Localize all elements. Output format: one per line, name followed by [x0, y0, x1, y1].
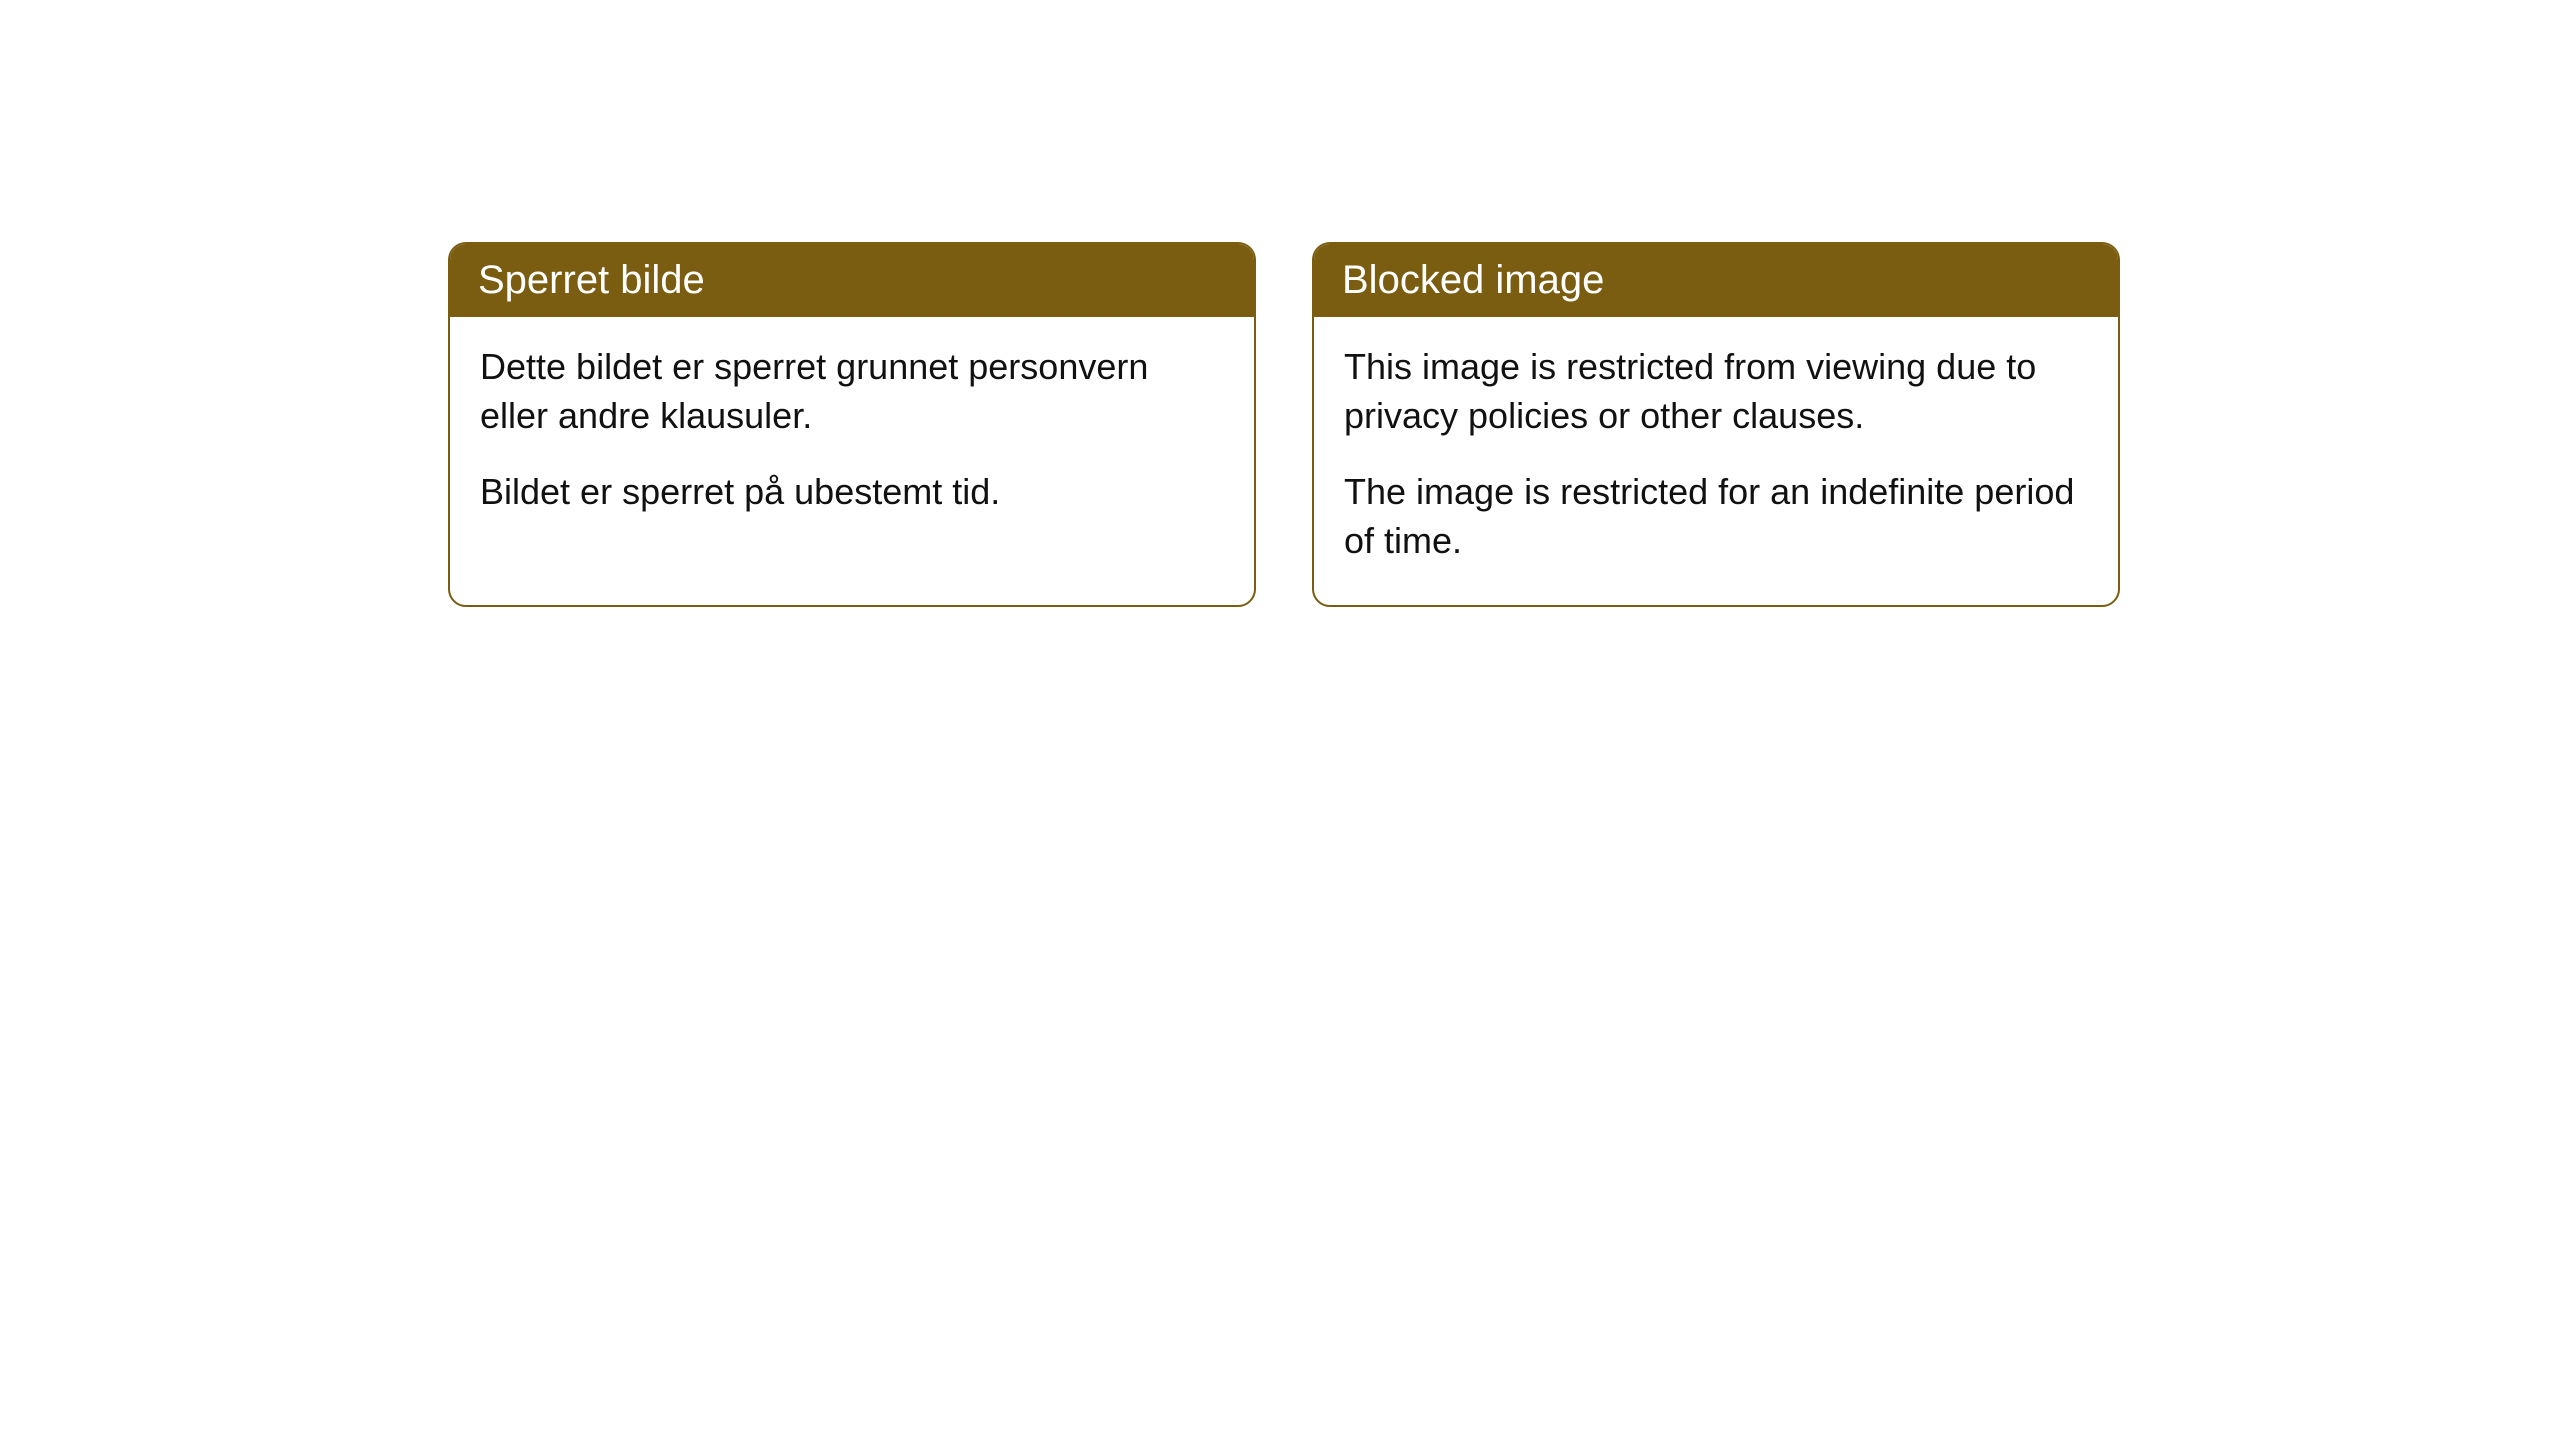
- card-title: Blocked image: [1342, 258, 1604, 302]
- card-header: Blocked image: [1314, 244, 2118, 317]
- card-paragraph: Dette bildet er sperret grunnet personve…: [480, 343, 1224, 440]
- card-paragraph: Bildet er sperret på ubestemt tid.: [480, 468, 1224, 517]
- card-paragraph: This image is restricted from viewing du…: [1344, 343, 2088, 440]
- card-container: Sperret bilde Dette bildet er sperret gr…: [448, 242, 2120, 607]
- card-paragraph: The image is restricted for an indefinit…: [1344, 468, 2088, 565]
- blocked-image-card-english: Blocked image This image is restricted f…: [1312, 242, 2120, 607]
- card-title: Sperret bilde: [478, 258, 705, 302]
- card-header: Sperret bilde: [450, 244, 1254, 317]
- card-body: Dette bildet er sperret grunnet personve…: [450, 317, 1254, 557]
- blocked-image-card-norwegian: Sperret bilde Dette bildet er sperret gr…: [448, 242, 1256, 607]
- card-body: This image is restricted from viewing du…: [1314, 317, 2118, 605]
